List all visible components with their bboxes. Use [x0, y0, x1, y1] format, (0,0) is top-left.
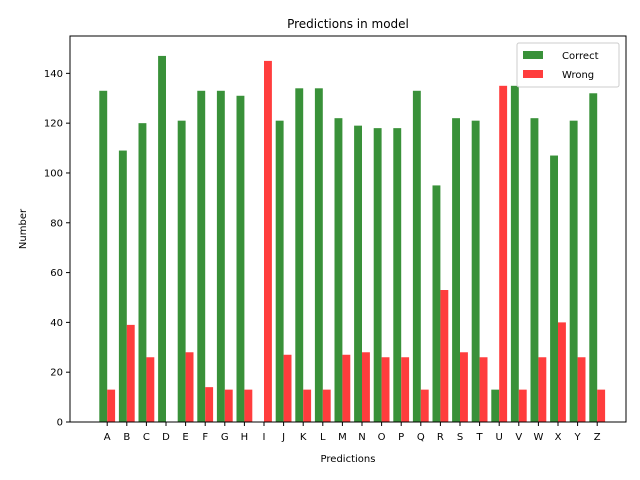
- bar-wrong-P: [401, 357, 410, 422]
- bar-wrong-L: [322, 389, 331, 422]
- y-tick-label-0: 0: [57, 418, 63, 429]
- x-axis-title: Predictions: [321, 454, 376, 465]
- y-tick-label-60: 60: [50, 268, 63, 279]
- x-tick-label-R: R: [437, 432, 444, 443]
- y-tick-label-140: 140: [44, 69, 63, 80]
- legend: Correct Wrong: [516, 42, 620, 88]
- bar-correct-Z: [589, 93, 598, 422]
- bar-wrong-S: [460, 352, 468, 422]
- bar-wrong-U: [499, 85, 508, 422]
- bar-wrong-V: [518, 389, 527, 422]
- x-tick-label-S: S: [457, 432, 463, 443]
- chart-title: Predictions in model: [287, 17, 409, 31]
- bar-correct-O: [373, 128, 382, 422]
- bar-wrong-R: [440, 290, 449, 422]
- x-tick-label-B: B: [123, 432, 130, 443]
- bar-wrong-B: [126, 324, 135, 422]
- bar-correct-N: [354, 125, 362, 423]
- bar-correct-G: [216, 90, 225, 422]
- x-tick-label-W: W: [533, 432, 543, 443]
- x-tick-label-H: H: [241, 432, 249, 443]
- bar-wrong-O: [381, 357, 390, 422]
- bar-correct-P: [393, 128, 402, 422]
- x-tick-label-N: N: [358, 432, 365, 443]
- y-tick-label-80: 80: [50, 218, 63, 229]
- bar-wrong-H: [244, 389, 253, 422]
- bar-correct-J: [275, 120, 284, 423]
- bar-correct-E: [177, 120, 186, 423]
- x-tick-label-U: U: [496, 432, 503, 443]
- legend-swatch-wrong: [523, 70, 543, 78]
- x-tick-label-F: F: [202, 432, 208, 443]
- x-tick-label-Z: Z: [594, 432, 601, 443]
- y-tick-label-20: 20: [50, 368, 63, 379]
- x-tick-label-Y: Y: [574, 432, 582, 443]
- x-tick-label-X: X: [555, 432, 562, 443]
- bar-correct-Y: [569, 120, 578, 423]
- bar-wrong-T: [479, 357, 488, 422]
- x-tick-label-G: G: [221, 432, 229, 443]
- bar-wrong-Q: [420, 389, 429, 422]
- x-tick-label-D: D: [162, 432, 170, 443]
- bar-wrong-F: [205, 387, 214, 422]
- x-tick-label-V: V: [515, 432, 522, 443]
- bar-correct-M: [334, 118, 343, 423]
- bar-wrong-I: [264, 60, 272, 423]
- bar-correct-F: [197, 90, 206, 422]
- x-tick-label-T: T: [476, 432, 484, 443]
- bar-correct-K: [295, 88, 304, 423]
- bar-wrong-Z: [597, 389, 606, 422]
- bar-correct-W: [530, 118, 539, 423]
- legend-swatch-correct: [523, 51, 543, 59]
- bar-correct-A: [99, 90, 108, 422]
- x-tick-label-Q: Q: [417, 432, 425, 443]
- x-tick-label-A: A: [104, 432, 111, 443]
- bar-correct-X: [550, 155, 558, 423]
- bar-wrong-C: [146, 357, 155, 422]
- bar-wrong-M: [342, 354, 351, 422]
- bar-wrong-G: [224, 389, 233, 422]
- bar-correct-U: [491, 389, 500, 422]
- bar-correct-H: [236, 95, 245, 423]
- y-axis: 0 20 40 60 80 100 120 140: [44, 69, 70, 429]
- bar-wrong-Y: [577, 357, 586, 422]
- x-tick-label-K: K: [300, 432, 307, 443]
- bar-wrong-E: [185, 352, 194, 422]
- bar-correct-B: [118, 150, 127, 423]
- bar-wrong-J: [283, 354, 292, 422]
- bar-correct-S: [452, 118, 460, 423]
- bar-correct-T: [471, 120, 480, 423]
- y-tick-label-120: 120: [44, 119, 63, 130]
- x-tick-label-M: M: [338, 432, 347, 443]
- bar-wrong-N: [362, 352, 370, 422]
- x-tick-label-L: L: [320, 432, 326, 443]
- bar-correct-L: [314, 88, 323, 423]
- bar-correct-Q: [412, 90, 421, 422]
- bars-layer: [99, 55, 606, 423]
- legend-label-wrong: Wrong: [562, 70, 594, 81]
- bar-correct-V: [510, 85, 519, 422]
- y-tick-label-100: 100: [44, 168, 63, 179]
- x-tick-label-J: J: [281, 432, 285, 443]
- bar-wrong-K: [303, 389, 312, 422]
- legend-label-correct: Correct: [562, 51, 599, 62]
- bar-correct-R: [432, 185, 441, 422]
- bar-wrong-X: [558, 322, 566, 422]
- bar-correct-C: [138, 123, 147, 422]
- x-tick-label-O: O: [378, 432, 386, 443]
- x-tick-label-I: I: [263, 432, 266, 443]
- x-tick-label-P: P: [398, 432, 404, 443]
- y-tick-label-40: 40: [50, 318, 63, 329]
- plot-frame: [69, 35, 627, 423]
- y-axis-title: Number: [18, 208, 29, 249]
- bar-correct-D: [158, 55, 166, 423]
- x-tick-label-E: E: [182, 432, 188, 443]
- x-tick-label-C: C: [143, 432, 150, 443]
- bar-wrong-A: [107, 389, 116, 422]
- bar-wrong-W: [538, 357, 547, 422]
